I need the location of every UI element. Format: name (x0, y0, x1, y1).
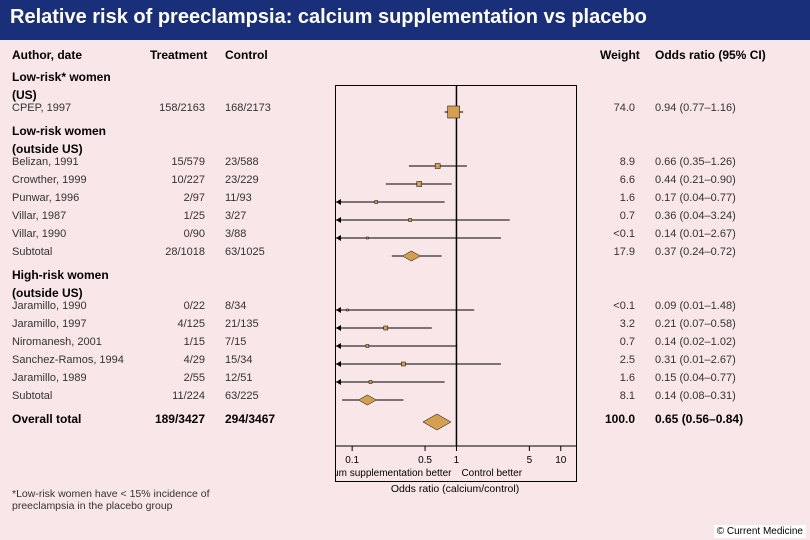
copyright-text: © Current Medicine (714, 525, 806, 538)
slide-title: Relative risk of preeclampsia: calcium s… (0, 0, 810, 40)
x-axis-label: Odds ratio (calcium/control) (335, 483, 575, 495)
svg-text:5: 5 (527, 455, 533, 466)
svg-text:0.5: 0.5 (418, 455, 432, 466)
forest-plot-svg: 0.1 0.5 1 5 10 Calcium supplementation better… (335, 85, 577, 482)
svg-text:10: 10 (555, 455, 567, 466)
svg-text:1: 1 (454, 455, 460, 466)
header-treatment: Treatment (150, 48, 207, 62)
header-control: Control (225, 48, 268, 62)
svg-text:0.1: 0.1 (345, 455, 359, 466)
footnote-text: *Low-risk women have < 15% incidence of … (12, 488, 212, 512)
svg-text:Calcium supplementation better: Calcium supplementation better (336, 468, 452, 479)
svg-text:Control better: Control better (461, 468, 522, 479)
forest-plot-panel: Author, date Treatment Control Weight Od… (0, 40, 810, 540)
header-author: Author, date (12, 48, 82, 62)
header-weight: Weight (600, 48, 640, 62)
header-odds-ratio: Odds ratio (95% CI) (655, 48, 766, 62)
